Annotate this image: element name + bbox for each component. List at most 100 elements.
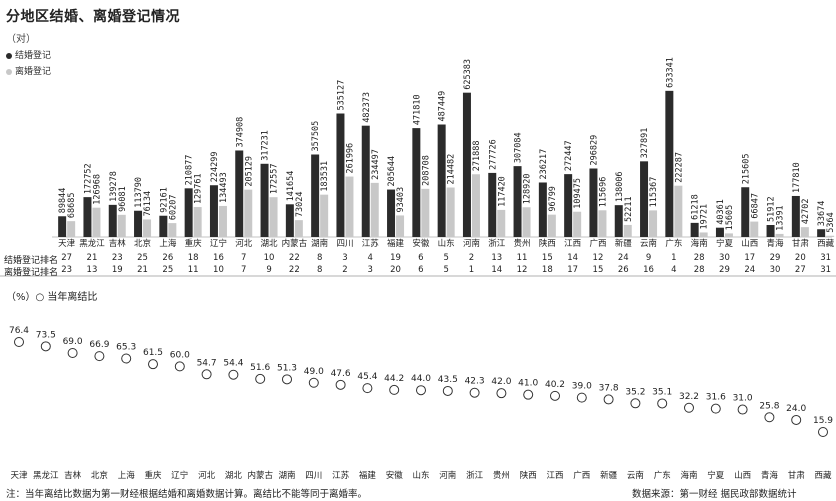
ratio-dot-19 xyxy=(523,389,534,400)
marriage-rank-25: 28 xyxy=(694,253,705,263)
bar-category-label-6: 辽宁 xyxy=(210,238,227,249)
divorce-rank-11: 2 xyxy=(342,265,347,275)
divorce-rank-1: 13 xyxy=(87,265,98,275)
marriage-rank-22: 24 xyxy=(618,253,629,263)
bar-divorce-23 xyxy=(649,210,658,237)
marriage-rank-23: 9 xyxy=(646,253,651,263)
bar-category-label-7: 河北 xyxy=(235,238,253,249)
ratio-category-label-24: 广东 xyxy=(654,470,671,481)
bar-marriage-12 xyxy=(361,125,370,237)
ratio-label-4: 65.3 xyxy=(116,343,136,353)
ratio-label-3: 66.9 xyxy=(89,340,109,350)
bar-label-marriage-18: 307084 xyxy=(514,132,524,163)
ratio-label-16: 43.5 xyxy=(438,375,458,385)
bar-marriage-5 xyxy=(184,188,193,237)
ratio-dot-27 xyxy=(737,404,748,415)
marriage-rank-18: 11 xyxy=(517,253,528,263)
bar-divorce-18 xyxy=(522,207,531,237)
bar-label-marriage-3: 113790 xyxy=(134,177,144,208)
bar-marriage-16 xyxy=(462,92,471,237)
bar-label-divorce-23: 115367 xyxy=(649,177,659,208)
ratio-category-label-5: 重庆 xyxy=(144,470,162,481)
bar-divorce-15 xyxy=(446,187,455,237)
bar-label-divorce-26: 15605 xyxy=(725,205,735,231)
bar-label-marriage-0: 89844 xyxy=(58,188,68,214)
ratio-dot-29 xyxy=(791,414,802,425)
marriage-rank-14: 6 xyxy=(418,253,423,263)
ratio-label-20: 40.2 xyxy=(545,380,565,390)
bar-category-label-18: 贵州 xyxy=(514,238,531,249)
bar-label-divorce-22: 52211 xyxy=(624,196,634,222)
bar-category-label-26: 宁夏 xyxy=(716,238,734,249)
ratio-dot-7 xyxy=(201,369,212,380)
ratio-category-label-3: 北京 xyxy=(91,470,108,481)
divorce-rank-8: 9 xyxy=(266,265,271,275)
ratio-dot-15 xyxy=(416,385,426,396)
ratio-label-2: 69.0 xyxy=(63,337,83,347)
divorce-rank-22: 26 xyxy=(618,265,629,275)
bar-marriage-7 xyxy=(235,150,244,237)
ratio-category-label-18: 贵州 xyxy=(493,470,510,481)
bar-label-divorce-25: 19721 xyxy=(700,204,710,230)
chart-title: 分地区结婚、离婚登记情况 xyxy=(6,9,180,25)
ratio-label-14: 44.2 xyxy=(384,374,404,384)
ratio-label-27: 31.0 xyxy=(733,394,753,404)
bar-marriage-21 xyxy=(589,168,598,237)
ratio-dot-3 xyxy=(94,351,105,362)
bar-category-label-21: 广西 xyxy=(589,238,606,249)
ratio-category-label-1: 黑龙江 xyxy=(33,470,59,481)
bar-category-label-28: 青海 xyxy=(767,238,785,249)
bar-label-divorce-30: 5364 xyxy=(826,212,836,232)
bar-category-label-27: 山西 xyxy=(741,238,758,249)
legend-swatch-marriage xyxy=(6,52,12,59)
legend-item-divorce: 离婚登记 xyxy=(6,64,51,80)
bar-label-divorce-6: 134493 xyxy=(219,172,229,203)
bar-marriage-4 xyxy=(159,215,168,237)
ratio-label-23: 35.2 xyxy=(625,387,645,397)
ratio-dot-30 xyxy=(818,427,828,437)
ratio-label-5: 61.5 xyxy=(143,348,163,358)
bar-divorce-13 xyxy=(396,215,405,237)
divorce-rank-3: 21 xyxy=(137,265,148,275)
bar-marriage-24 xyxy=(665,90,674,237)
marriage-rank-13: 19 xyxy=(390,253,401,263)
ratio-dot-5 xyxy=(148,359,158,370)
ratio-title: （%）○ 当年离结比 xyxy=(6,292,98,303)
marriage-rank-12: 4 xyxy=(368,253,373,263)
legend: 结婚登记 离婚登记 xyxy=(6,48,51,80)
ratio-dot-12 xyxy=(335,379,346,390)
divorce-rank-29: 27 xyxy=(795,265,806,275)
ratio-dot-2 xyxy=(67,348,78,359)
bar-category-label-8: 湖北 xyxy=(261,239,279,249)
bar-marriage-8 xyxy=(260,163,269,237)
ratio-dot-26 xyxy=(710,403,721,414)
bar-label-marriage-27: 215605 xyxy=(741,154,751,185)
bar-divorce-19 xyxy=(547,214,556,237)
marriage-rank-28: 29 xyxy=(770,253,781,263)
marriage-rank-24: 1 xyxy=(671,253,676,263)
ratio-category-label-25: 海南 xyxy=(680,470,697,481)
bar-marriage-22 xyxy=(614,205,623,237)
marriage-rank-16: 2 xyxy=(469,253,474,263)
ratio-category-label-26: 宁夏 xyxy=(707,470,725,481)
footnote: 注：当年离结比数据为第一财经根据结婚和离婚数据计算。离结比不能等同于离婚率。 xyxy=(6,489,368,500)
bar-marriage-30 xyxy=(817,229,826,237)
ratio-dot-11 xyxy=(308,377,319,388)
marriage-rank-1: 21 xyxy=(87,253,98,263)
divorce-rank-27: 24 xyxy=(744,265,755,275)
marriage-rank-6: 16 xyxy=(213,253,224,263)
ratio-label-10: 51.3 xyxy=(277,363,297,373)
bar-label-divorce-24: 222287 xyxy=(674,152,684,183)
bar-label-marriage-24: 633341 xyxy=(665,57,675,88)
legend-swatch-divorce xyxy=(6,68,12,75)
bar-label-marriage-23: 327891 xyxy=(640,128,650,159)
bar-label-divorce-1: 126968 xyxy=(92,174,102,205)
bar-category-label-5: 重庆 xyxy=(185,238,203,249)
ratio-label-17: 42.3 xyxy=(465,377,485,387)
bar-divorce-16 xyxy=(471,174,480,237)
ratio-category-label-21: 广西 xyxy=(573,470,590,481)
ratio-label-1: 73.5 xyxy=(36,330,56,340)
divorce-rank-10: 8 xyxy=(317,265,322,275)
bar-category-label-22: 新疆 xyxy=(615,238,633,249)
legend-label-marriage: 结婚登记 xyxy=(15,51,52,61)
